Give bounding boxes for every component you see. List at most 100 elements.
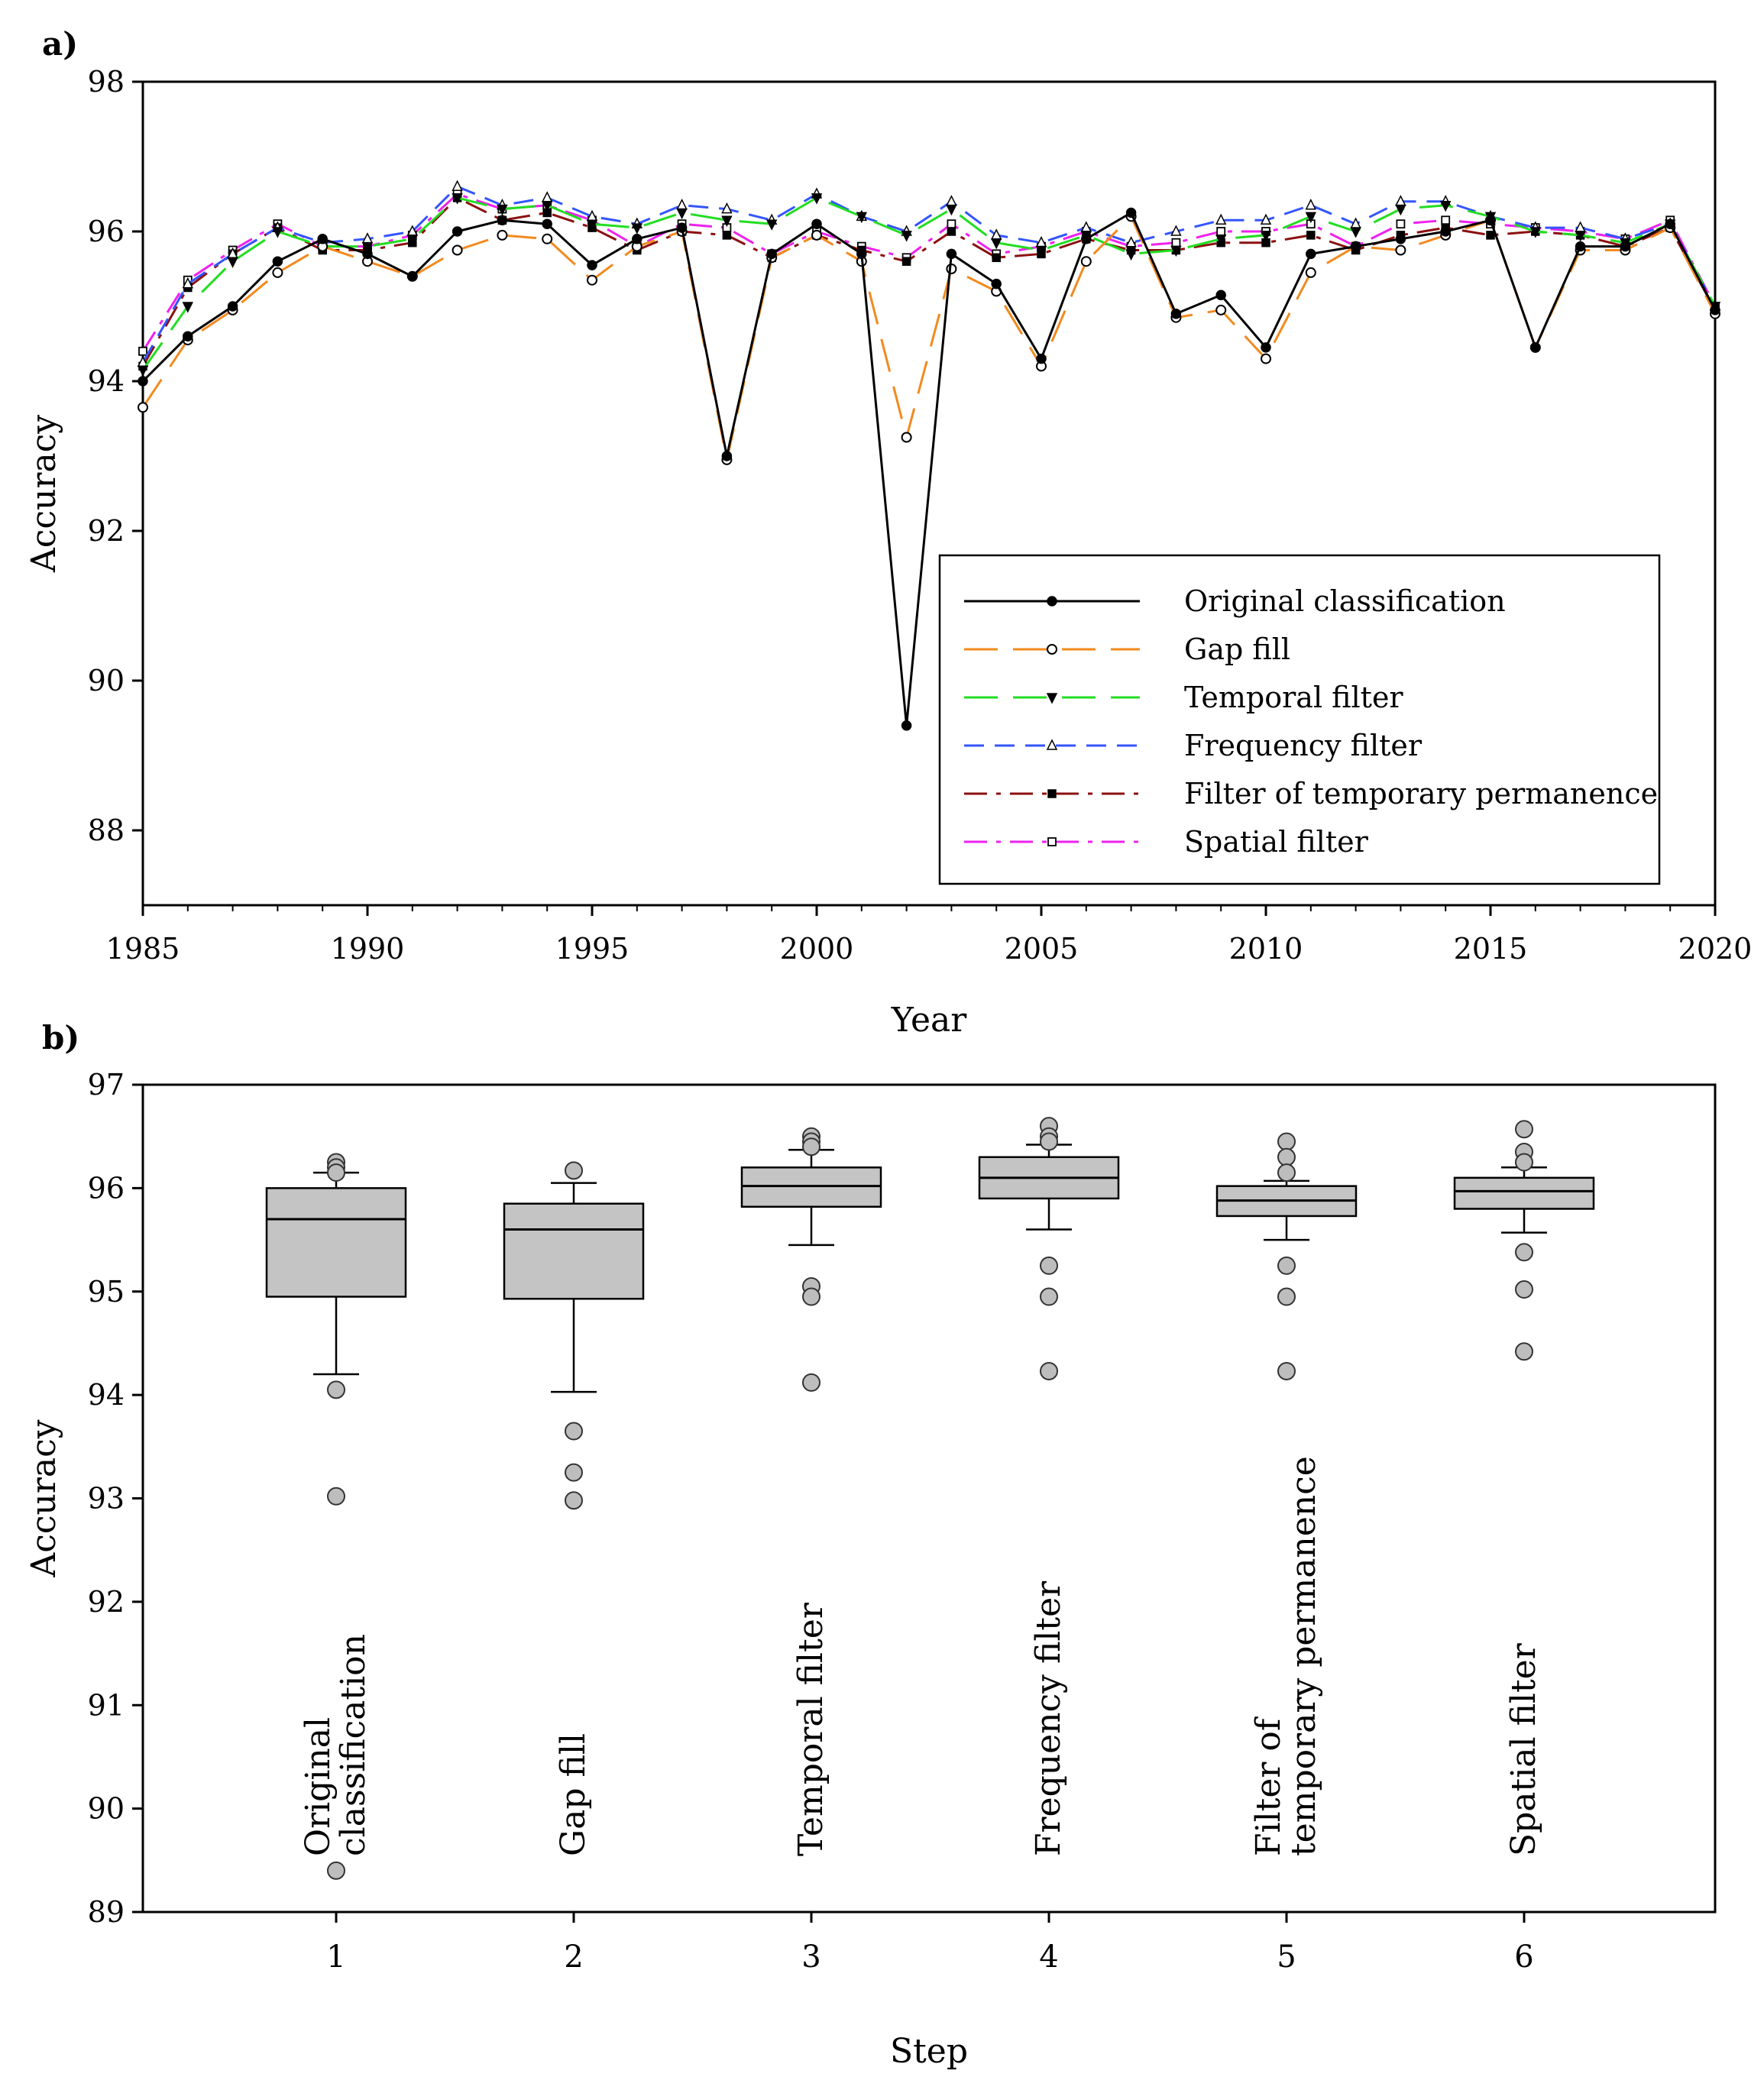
y-tick-label-a: 96 <box>88 215 125 248</box>
data-point <box>1485 215 1496 226</box>
data-point <box>632 234 642 244</box>
x-tick-label-a: 2005 <box>1005 932 1079 966</box>
data-point <box>1036 353 1047 364</box>
data-point <box>182 302 194 313</box>
category-label-line: classification <box>334 1634 373 1856</box>
outlier-point <box>327 1163 345 1182</box>
outlier-point <box>1277 1147 1296 1166</box>
data-point <box>497 204 508 216</box>
data-point <box>721 215 733 227</box>
outlier-point <box>327 1861 345 1880</box>
data-point <box>1439 200 1452 212</box>
data-point <box>901 720 912 731</box>
data-point <box>1215 213 1227 225</box>
y-tick-label-b: 91 <box>88 1688 125 1722</box>
legend-marker <box>1047 596 1057 607</box>
y-tick-label-a: 90 <box>88 664 125 697</box>
x-tick-label-b: 3 <box>801 1940 821 1975</box>
y-axis-title-b: Accuracy <box>24 1419 63 1577</box>
data-point <box>452 193 463 205</box>
series-line-frequency-filter <box>137 180 1721 367</box>
outlier-point <box>565 1491 583 1510</box>
data-point <box>362 248 373 260</box>
outlier-point <box>1515 1153 1533 1172</box>
y-tick-label-a: 94 <box>88 364 125 398</box>
outlier-point <box>565 1161 583 1180</box>
data-point <box>1171 238 1181 247</box>
x-axis-title-a: Year <box>891 1001 967 1040</box>
data-point <box>1620 241 1631 252</box>
data-point <box>1035 245 1047 257</box>
data-point <box>1305 267 1316 278</box>
data-point <box>1261 342 1271 353</box>
outlier-point <box>1515 1280 1533 1299</box>
data-point <box>452 226 463 237</box>
y-tick-label-b: 93 <box>88 1482 125 1516</box>
data-point <box>1260 231 1272 242</box>
outlier-point <box>1277 1163 1296 1182</box>
legend-label: Frequency filter <box>1184 729 1423 762</box>
x-tick-label-a: 1995 <box>555 932 630 966</box>
legend-marker <box>1046 739 1058 750</box>
series-line-original-classification <box>138 207 1720 731</box>
x-tick-label-a: 1985 <box>106 932 180 966</box>
data-point <box>811 229 822 241</box>
data-point <box>1350 227 1361 238</box>
legend-label: Original classification <box>1184 584 1506 618</box>
data-point <box>586 219 598 231</box>
data-point <box>946 204 957 216</box>
data-point <box>1260 213 1272 225</box>
outlier-point <box>1040 1287 1058 1306</box>
series-line-filter-of-temporary-permanence <box>138 193 1720 371</box>
outlier-point <box>1277 1287 1296 1306</box>
outlier-point <box>1277 1132 1296 1151</box>
data-point <box>542 233 553 244</box>
data-point <box>947 219 956 229</box>
category-label-3: Temporal filter <box>791 1602 830 1856</box>
x-tick-label-b: 6 <box>1514 1940 1533 1975</box>
legend-marker <box>1047 789 1057 798</box>
data-point <box>541 200 553 212</box>
panel-a-label: a) <box>42 25 78 63</box>
outlier-point <box>802 1373 821 1392</box>
data-point <box>1575 231 1586 242</box>
data-point <box>317 234 328 244</box>
outlier-point <box>565 1422 583 1441</box>
data-point <box>137 365 149 377</box>
x-tick-label-a: 2020 <box>1678 932 1753 966</box>
category-label-line: Frequency filter <box>1029 1580 1068 1856</box>
y-tick-label-a: 92 <box>88 514 125 548</box>
x-tick-label-a: 1990 <box>331 932 405 966</box>
y-tick-label-a: 88 <box>88 814 125 847</box>
data-point <box>990 228 1002 240</box>
y-tick-label-b: 89 <box>88 1895 125 1929</box>
outlier-point <box>802 1287 821 1306</box>
panel-a: a) 88 90 92 94 96 98 1985 1990 1995 2000 2005 2010 20… <box>24 25 1752 1040</box>
category-label-line: temporary permanence <box>1284 1456 1323 1856</box>
category-label-2: Gap fill <box>554 1733 593 1856</box>
data-point <box>1170 245 1182 257</box>
data-point <box>765 219 778 231</box>
data-point <box>1215 304 1227 315</box>
data-point <box>992 253 1001 263</box>
data-point <box>1441 215 1451 225</box>
panel-b-label: b) <box>42 1019 79 1056</box>
legend: Original classification Gap fill Temporal … <box>938 554 1661 885</box>
legend-label: Gap fill <box>1184 632 1290 666</box>
y-tick-label-a: 98 <box>88 65 125 99</box>
box-step-3: 3 Temporal filter <box>740 1127 882 1975</box>
data-point <box>1575 241 1586 252</box>
y-axis-title-a: Accuracy <box>24 415 63 573</box>
y-tick-label-b: 97 <box>88 1068 125 1102</box>
data-point <box>1395 244 1406 256</box>
category-label-line: Temporal filter <box>791 1602 830 1856</box>
x-tick-label-b: 1 <box>326 1940 345 1975</box>
data-point <box>272 227 283 238</box>
data-point <box>856 212 868 224</box>
outlier-point <box>327 1487 345 1506</box>
data-point <box>721 202 733 214</box>
data-point <box>1395 234 1406 244</box>
data-point <box>1665 218 1675 229</box>
data-point <box>1125 249 1137 261</box>
